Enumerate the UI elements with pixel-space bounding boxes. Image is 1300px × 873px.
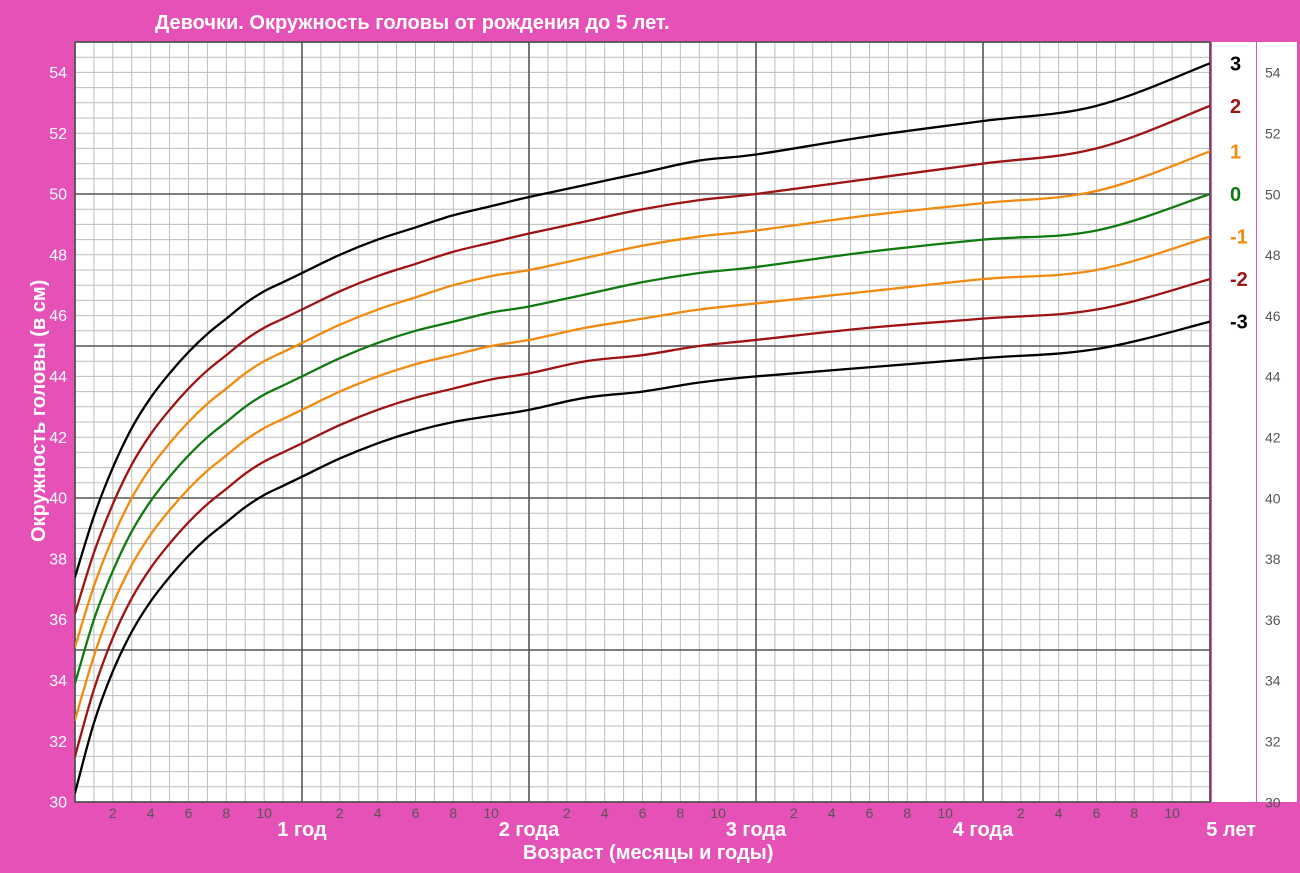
x-month-tick: 10 <box>256 805 272 821</box>
y-tick-left: 44 <box>49 369 67 386</box>
y-tick-right: 46 <box>1265 308 1281 324</box>
x-month-tick: 4 <box>828 805 836 821</box>
y-tick-left: 36 <box>49 612 67 629</box>
y-tick-left: 48 <box>49 247 67 264</box>
y-tick-right: 32 <box>1265 733 1281 749</box>
series-label-sd+3: 3 <box>1230 53 1241 75</box>
y-tick-right: 50 <box>1265 186 1281 202</box>
y-tick-right: 48 <box>1265 247 1281 263</box>
y-tick-right: 36 <box>1265 612 1281 628</box>
y-tick-right: 44 <box>1265 369 1281 385</box>
y-tick-left: 42 <box>49 430 67 447</box>
y-tick-left: 54 <box>49 65 67 82</box>
x-month-tick: 4 <box>1055 805 1063 821</box>
y-tick-right: 40 <box>1265 490 1281 506</box>
x-month-tick: 2 <box>109 805 117 821</box>
x-month-tick: 10 <box>483 805 499 821</box>
x-month-tick: 6 <box>185 805 193 821</box>
x-month-tick: 10 <box>937 805 953 821</box>
y-tick-right: 30 <box>1265 794 1281 810</box>
x-year-label: 4 года <box>953 819 1014 841</box>
y-tick-right: 38 <box>1265 551 1281 567</box>
x-year-label: 2 года <box>499 819 560 841</box>
series-label-sd0: 0 <box>1230 184 1241 206</box>
y-tick-right: 34 <box>1265 673 1281 689</box>
x-year-label: 1 год <box>277 819 327 841</box>
series-label-sd+2: 2 <box>1230 96 1241 118</box>
x-month-tick: 2 <box>790 805 798 821</box>
x-month-tick: 8 <box>1130 805 1138 821</box>
x-month-tick: 10 <box>710 805 726 821</box>
y-tick-right: 52 <box>1265 125 1281 141</box>
y-tick-left: 32 <box>49 734 67 751</box>
y-tick-right: 42 <box>1265 429 1281 445</box>
x-month-tick: 4 <box>601 805 609 821</box>
series-label-sd-3: -3 <box>1230 312 1248 334</box>
y-tick-left: 34 <box>49 673 67 690</box>
y-tick-left: 40 <box>49 491 67 508</box>
x-month-tick: 4 <box>147 805 155 821</box>
x-month-tick: 10 <box>1164 805 1180 821</box>
x-month-tick: 6 <box>412 805 420 821</box>
x-month-tick: 6 <box>866 805 874 821</box>
chart-page: Девочки. Окружность головы от рождения д… <box>0 0 1300 873</box>
y-tick-left: 30 <box>49 795 67 812</box>
series-label-sd+1: 1 <box>1230 141 1241 163</box>
x-year-label: 5 лет <box>1206 819 1256 841</box>
x-month-tick: 8 <box>903 805 911 821</box>
y-tick-left: 38 <box>49 551 67 568</box>
series-label-sd-1: -1 <box>1230 227 1248 249</box>
x-month-tick: 2 <box>563 805 571 821</box>
x-month-tick: 4 <box>374 805 382 821</box>
x-month-tick: 8 <box>676 805 684 821</box>
x-month-tick: 6 <box>1093 805 1101 821</box>
y-tick-left: 46 <box>49 308 67 325</box>
x-month-tick: 2 <box>1017 805 1025 821</box>
x-year-label: 3 года <box>726 819 787 841</box>
series-label-sd-2: -2 <box>1230 269 1248 291</box>
growth-chart-plot: 3210-1-2-3303234363840424446485052543032… <box>0 0 1300 873</box>
x-month-tick: 8 <box>222 805 230 821</box>
y-tick-left: 52 <box>49 126 67 143</box>
x-month-tick: 6 <box>639 805 647 821</box>
y-tick-right: 54 <box>1265 65 1281 81</box>
y-tick-left: 50 <box>49 187 67 204</box>
x-month-tick: 2 <box>336 805 344 821</box>
x-month-tick: 8 <box>449 805 457 821</box>
